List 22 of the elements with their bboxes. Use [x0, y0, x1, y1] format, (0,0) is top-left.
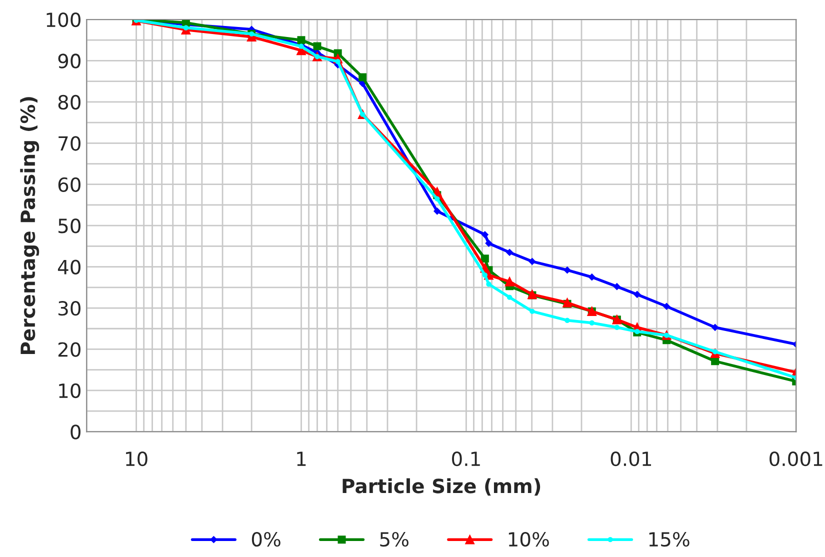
y-tick-label: 30: [58, 300, 80, 316]
y-tick-label: 50: [58, 218, 80, 234]
legend-label: 0%: [252, 532, 280, 547]
y-tick-label: 40: [58, 260, 80, 274]
y-axis-title: Percentage Passing (%): [20, 97, 40, 354]
y-tick-label: 60: [58, 177, 80, 192]
legend-label: 10%: [508, 532, 549, 547]
y-tick-label: 80: [58, 94, 80, 110]
x-tick-label: 0.001: [770, 451, 822, 466]
y-tick-label: 90: [58, 54, 80, 68]
x-axis-title: Particle Size (mm): [342, 478, 540, 496]
y-tick-label: 70: [58, 136, 80, 151]
x-tick-label: 1: [297, 452, 306, 466]
x-tick-label: 10: [126, 451, 148, 466]
x-tick-label: 0.01: [610, 451, 652, 466]
legend-label: 15%: [649, 532, 690, 547]
legend-label: 5%: [380, 532, 408, 547]
y-tick-label: 20: [58, 342, 80, 357]
y-tick-label: 100: [46, 12, 80, 28]
y-tick-label: 10: [59, 383, 80, 398]
x-tick-label: 0.1: [452, 451, 480, 466]
y-tick-label: 0: [70, 424, 80, 440]
